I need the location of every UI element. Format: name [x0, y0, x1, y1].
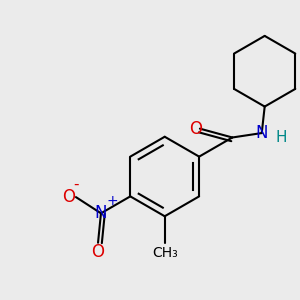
Text: CH₃: CH₃: [152, 246, 178, 260]
Text: O: O: [92, 243, 104, 261]
Text: O: O: [62, 188, 75, 206]
Text: +: +: [106, 194, 118, 208]
Text: H: H: [275, 130, 286, 145]
Text: -: -: [73, 177, 79, 192]
Text: N: N: [95, 204, 107, 222]
Text: N: N: [256, 124, 268, 142]
Text: O: O: [189, 120, 202, 138]
